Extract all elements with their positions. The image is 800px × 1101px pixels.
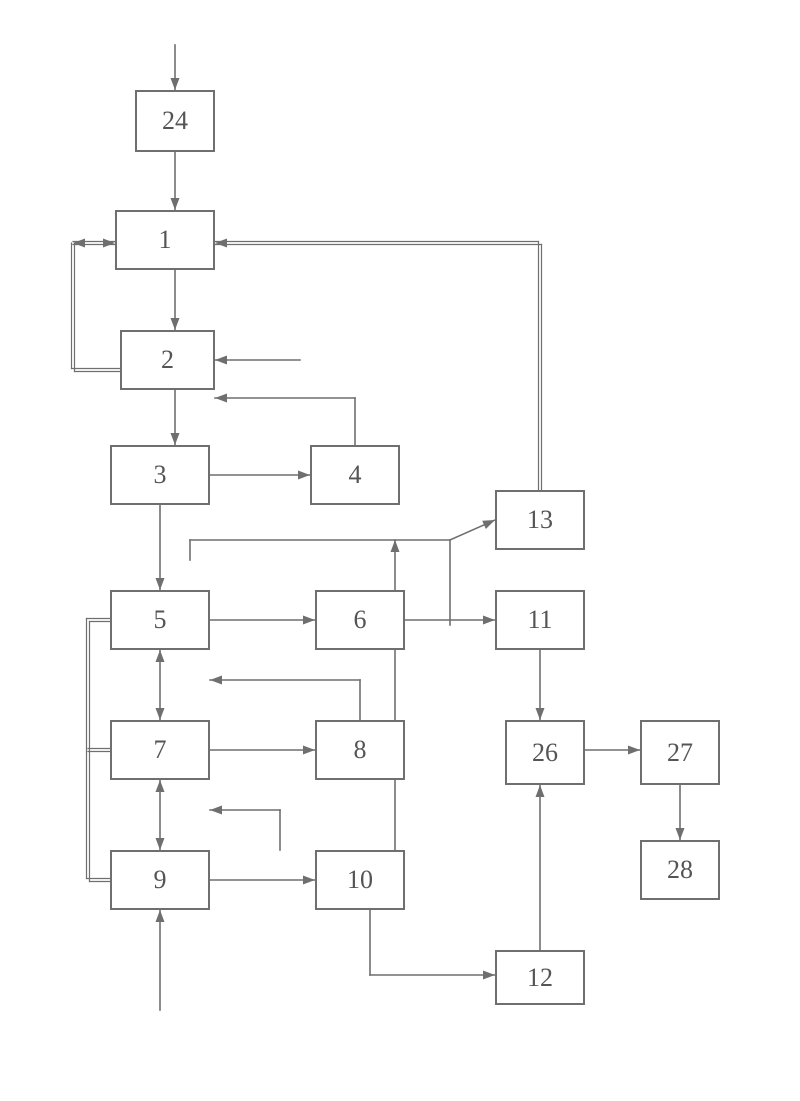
node-6: 6 [315, 590, 405, 650]
node-label: 8 [354, 735, 367, 765]
node-24: 24 [135, 90, 215, 152]
node-label: 7 [154, 735, 167, 765]
node-label: 11 [527, 605, 552, 635]
node-3: 3 [110, 445, 210, 505]
node-label: 26 [532, 738, 558, 768]
diagram-canvas: 2412345678910111213262728 [0, 0, 800, 1101]
node-label: 4 [349, 460, 362, 490]
node-label: 1 [159, 225, 172, 255]
node-label: 28 [667, 855, 693, 885]
node-8: 8 [315, 720, 405, 780]
edges-layer [0, 0, 800, 1101]
node-12: 12 [495, 950, 585, 1005]
node-7: 7 [110, 720, 210, 780]
node-2: 2 [120, 330, 215, 390]
node-5: 5 [110, 590, 210, 650]
node-27: 27 [640, 720, 720, 785]
node-26: 26 [505, 720, 585, 785]
node-1: 1 [115, 210, 215, 270]
node-label: 3 [154, 460, 167, 490]
node-28: 28 [640, 840, 720, 900]
node-11: 11 [495, 590, 585, 650]
node-label: 12 [527, 963, 553, 993]
node-label: 24 [162, 106, 188, 136]
node-13: 13 [495, 490, 585, 550]
node-label: 5 [154, 605, 167, 635]
node-label: 10 [347, 865, 373, 895]
node-label: 9 [154, 865, 167, 895]
node-label: 13 [527, 505, 553, 535]
node-label: 27 [667, 738, 693, 768]
node-9: 9 [110, 850, 210, 910]
node-10: 10 [315, 850, 405, 910]
node-label: 2 [161, 345, 174, 375]
node-label: 6 [354, 605, 367, 635]
node-4: 4 [310, 445, 400, 505]
